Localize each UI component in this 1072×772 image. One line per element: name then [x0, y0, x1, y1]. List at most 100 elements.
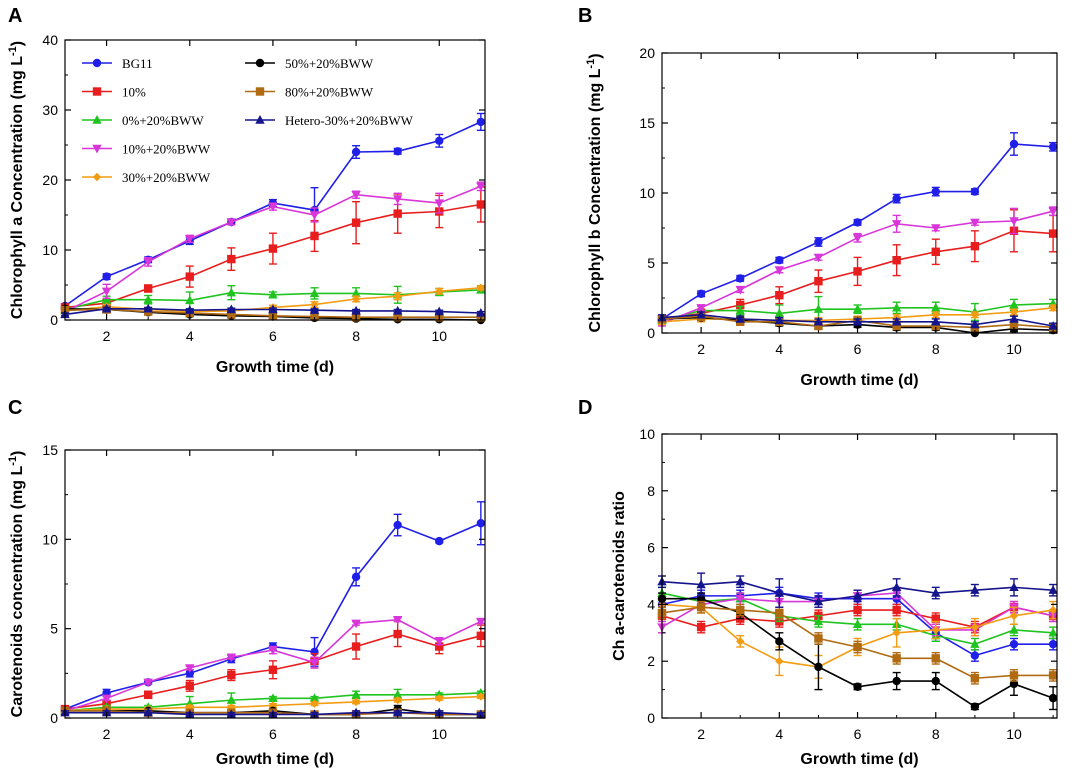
data-point: [143, 707, 153, 717]
data-point: [393, 629, 402, 639]
data-point: [351, 191, 361, 200]
panel-label: C: [8, 397, 22, 419]
data-point: [351, 689, 361, 699]
legend-marker: [255, 58, 265, 68]
data-point: [1048, 605, 1058, 615]
data-point: [393, 147, 402, 156]
x-tick-label: 10: [431, 726, 447, 742]
data-point: [1009, 314, 1019, 323]
data-point: [775, 291, 784, 300]
data-point: [1009, 217, 1019, 226]
x-tick-label: 2: [697, 726, 705, 742]
y-tick-label: 8: [647, 483, 655, 499]
y-tick-label: 0: [50, 710, 58, 726]
legend-marker: [92, 58, 102, 68]
data-point: [351, 619, 361, 629]
data-point: [774, 308, 785, 318]
data-point: [813, 253, 824, 263]
data-point: [226, 695, 237, 704]
data-point: [970, 622, 980, 632]
data-point: [351, 147, 361, 157]
legend-marker: [92, 87, 102, 96]
data-point: [931, 247, 940, 256]
legend-label: 0%+20%BWW: [122, 113, 204, 128]
data-point: [393, 209, 402, 218]
y-tick-label: 10: [639, 426, 655, 442]
series-10-20-bww: [657, 206, 1058, 329]
data-point: [696, 603, 706, 612]
data-point: [268, 701, 278, 710]
data-point: [814, 662, 823, 672]
data-point: [1009, 582, 1019, 592]
data-point: [735, 595, 745, 604]
data-point: [309, 693, 320, 703]
data-point: [970, 187, 980, 196]
data-point: [476, 308, 486, 317]
data-point: [1009, 139, 1019, 149]
data-point: [1009, 320, 1019, 329]
data-point: [891, 316, 902, 326]
data-point: [476, 117, 486, 127]
legend-label: 30%+20%BWW: [122, 170, 211, 185]
data-point: [1048, 639, 1058, 649]
data-point: [931, 625, 940, 635]
data-point: [185, 681, 194, 691]
data-point: [970, 218, 980, 228]
data-point: [931, 310, 940, 319]
data-point: [774, 266, 785, 275]
data-point: [435, 136, 444, 145]
y-tick-label: 40: [42, 32, 58, 48]
data-point: [268, 646, 278, 656]
data-point: [185, 295, 195, 305]
y-tick-label: 30: [42, 102, 58, 118]
data-point: [393, 292, 402, 301]
data-point: [226, 304, 237, 314]
series-bg11: [60, 501, 486, 714]
series-line: [661, 143, 1054, 320]
y-tick-label: 20: [42, 172, 58, 188]
data-point: [852, 316, 863, 326]
y-axis-title-end: ): [587, 53, 604, 58]
data-point: [435, 694, 444, 703]
legend-marker: [92, 115, 102, 124]
data-point: [351, 305, 361, 315]
data-point: [268, 693, 278, 703]
y-axis-title-end: ): [9, 41, 26, 46]
data-point: [775, 637, 784, 646]
x-tick-label: 8: [932, 726, 940, 742]
data-point: [814, 634, 823, 643]
data-point: [1009, 611, 1019, 620]
plot-frame: [661, 433, 1058, 719]
panel-A: A 2 4 6 8 10 0 10 20 30 40 Growth time (d) Chlorophy…: [7, 5, 486, 376]
data-point: [185, 235, 195, 244]
data-point: [970, 651, 980, 660]
data-point: [892, 676, 901, 686]
data-point: [309, 305, 320, 314]
data-point: [775, 256, 784, 265]
data-point: [970, 585, 980, 594]
data-point: [775, 608, 784, 618]
y-axis-title-sup: -1: [585, 59, 597, 69]
y-tick-label: 15: [42, 442, 58, 458]
data-point: [736, 300, 745, 310]
x-tick-label: 8: [932, 341, 940, 357]
data-point: [476, 283, 486, 292]
data-point: [310, 699, 319, 708]
data-point: [476, 617, 486, 627]
y-tick-label: 10: [42, 242, 58, 258]
data-point: [774, 315, 785, 325]
data-point: [735, 285, 745, 295]
series-hetero-30-20-bww: [60, 303, 486, 319]
data-point: [101, 287, 112, 297]
y-tick-label: 10: [42, 531, 58, 547]
data-point: [227, 254, 236, 264]
series-80-20-bww: [657, 600, 1058, 685]
data-point: [814, 237, 823, 247]
data-point: [696, 304, 706, 313]
data-point: [931, 321, 940, 331]
data-point: [1048, 627, 1058, 637]
data-point: [813, 616, 824, 626]
y-tick-label: 10: [639, 185, 655, 201]
data-point: [814, 321, 823, 331]
data-point: [351, 707, 361, 717]
